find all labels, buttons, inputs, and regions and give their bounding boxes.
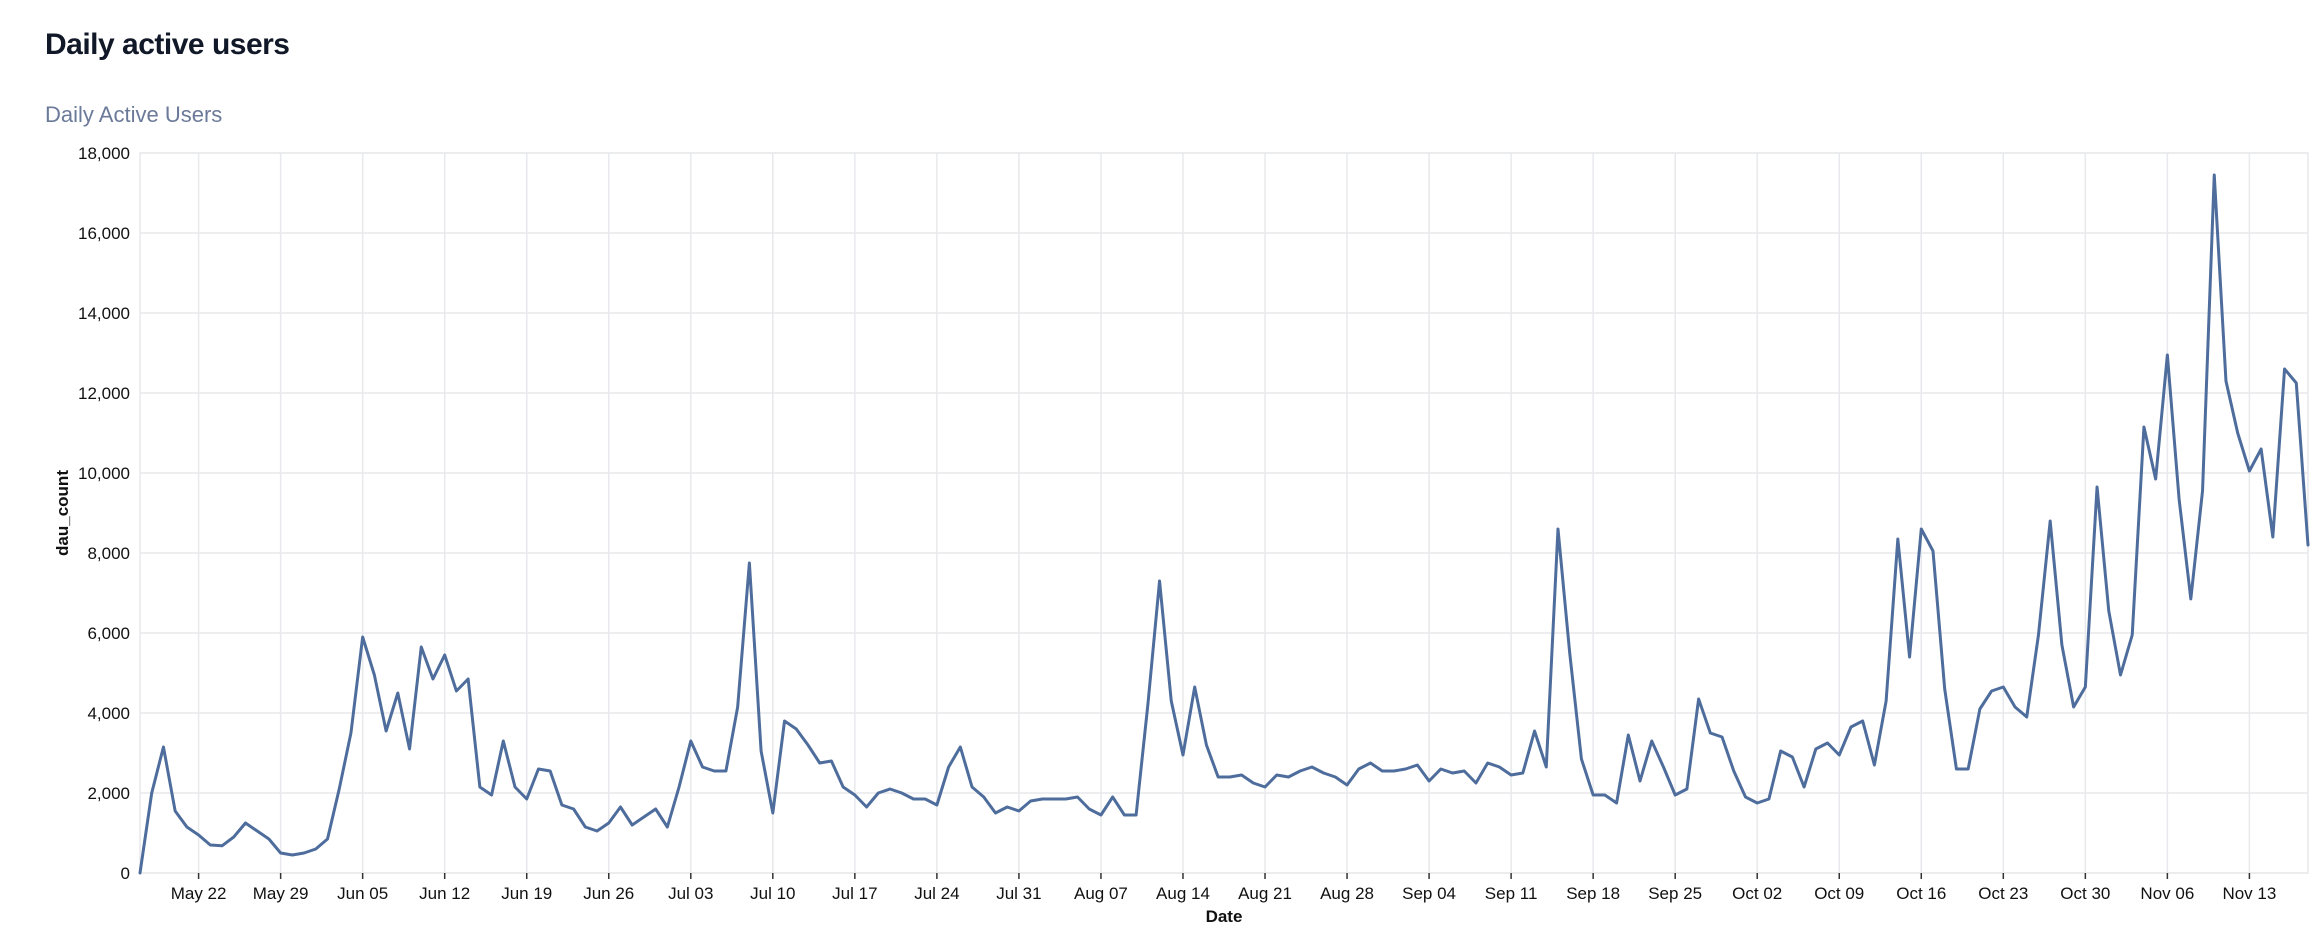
x-tick-label: Aug 28 xyxy=(1320,884,1374,903)
y-tick-label: 2,000 xyxy=(87,784,130,803)
x-tick-label: Sep 18 xyxy=(1566,884,1620,903)
x-tick-label: Aug 21 xyxy=(1238,884,1292,903)
x-tick-label: Oct 02 xyxy=(1732,884,1782,903)
x-tick-label: Nov 13 xyxy=(2222,884,2276,903)
y-tick-label: 4,000 xyxy=(87,704,130,723)
page-title: Daily active users xyxy=(45,28,290,61)
plot-area xyxy=(139,152,2309,874)
x-tick-label: Oct 30 xyxy=(2060,884,2110,903)
y-axis-title: dau_count xyxy=(53,470,72,556)
x-tick-label: Jul 10 xyxy=(750,884,795,903)
x-tick-label: Jul 17 xyxy=(832,884,877,903)
x-tick-label: Oct 23 xyxy=(1978,884,2028,903)
x-tick-label: Jun 19 xyxy=(501,884,552,903)
y-tick-label: 8,000 xyxy=(87,544,130,563)
x-tick-label: Sep 11 xyxy=(1485,884,1538,903)
y-tick-label: 10,000 xyxy=(78,464,130,483)
x-tick-label: Oct 16 xyxy=(1896,884,1946,903)
chart-title: Daily Active Users xyxy=(45,102,223,127)
x-tick-label: Aug 14 xyxy=(1156,884,1210,903)
x-tick-label: May 22 xyxy=(171,884,227,903)
y-tick-label: 18,000 xyxy=(78,144,130,163)
y-tick-label: 12,000 xyxy=(78,384,130,403)
x-tick-label: Jun 05 xyxy=(337,884,388,903)
x-tick-label: Jun 26 xyxy=(583,884,634,903)
y-tick-label: 14,000 xyxy=(78,304,130,323)
y-tick-label: 16,000 xyxy=(78,224,130,243)
x-tick-label: May 29 xyxy=(253,884,309,903)
y-tick-label: 6,000 xyxy=(87,624,130,643)
y-tick-label: 0 xyxy=(121,864,130,883)
x-tick-label: Jun 12 xyxy=(419,884,470,903)
x-axis-title: Date xyxy=(1206,907,1243,926)
x-tick-label: Jul 24 xyxy=(914,884,959,903)
x-tick-label: Aug 07 xyxy=(1074,884,1128,903)
x-tick-label: Sep 25 xyxy=(1648,884,1702,903)
x-tick-label: Jul 31 xyxy=(996,884,1041,903)
series-line-dau-count xyxy=(138,173,2310,875)
x-tick-label: Oct 09 xyxy=(1814,884,1864,903)
x-tick-label: Sep 04 xyxy=(1402,884,1456,903)
x-tick-label: Nov 06 xyxy=(2140,884,2194,903)
x-tick-label: Jul 03 xyxy=(668,884,713,903)
